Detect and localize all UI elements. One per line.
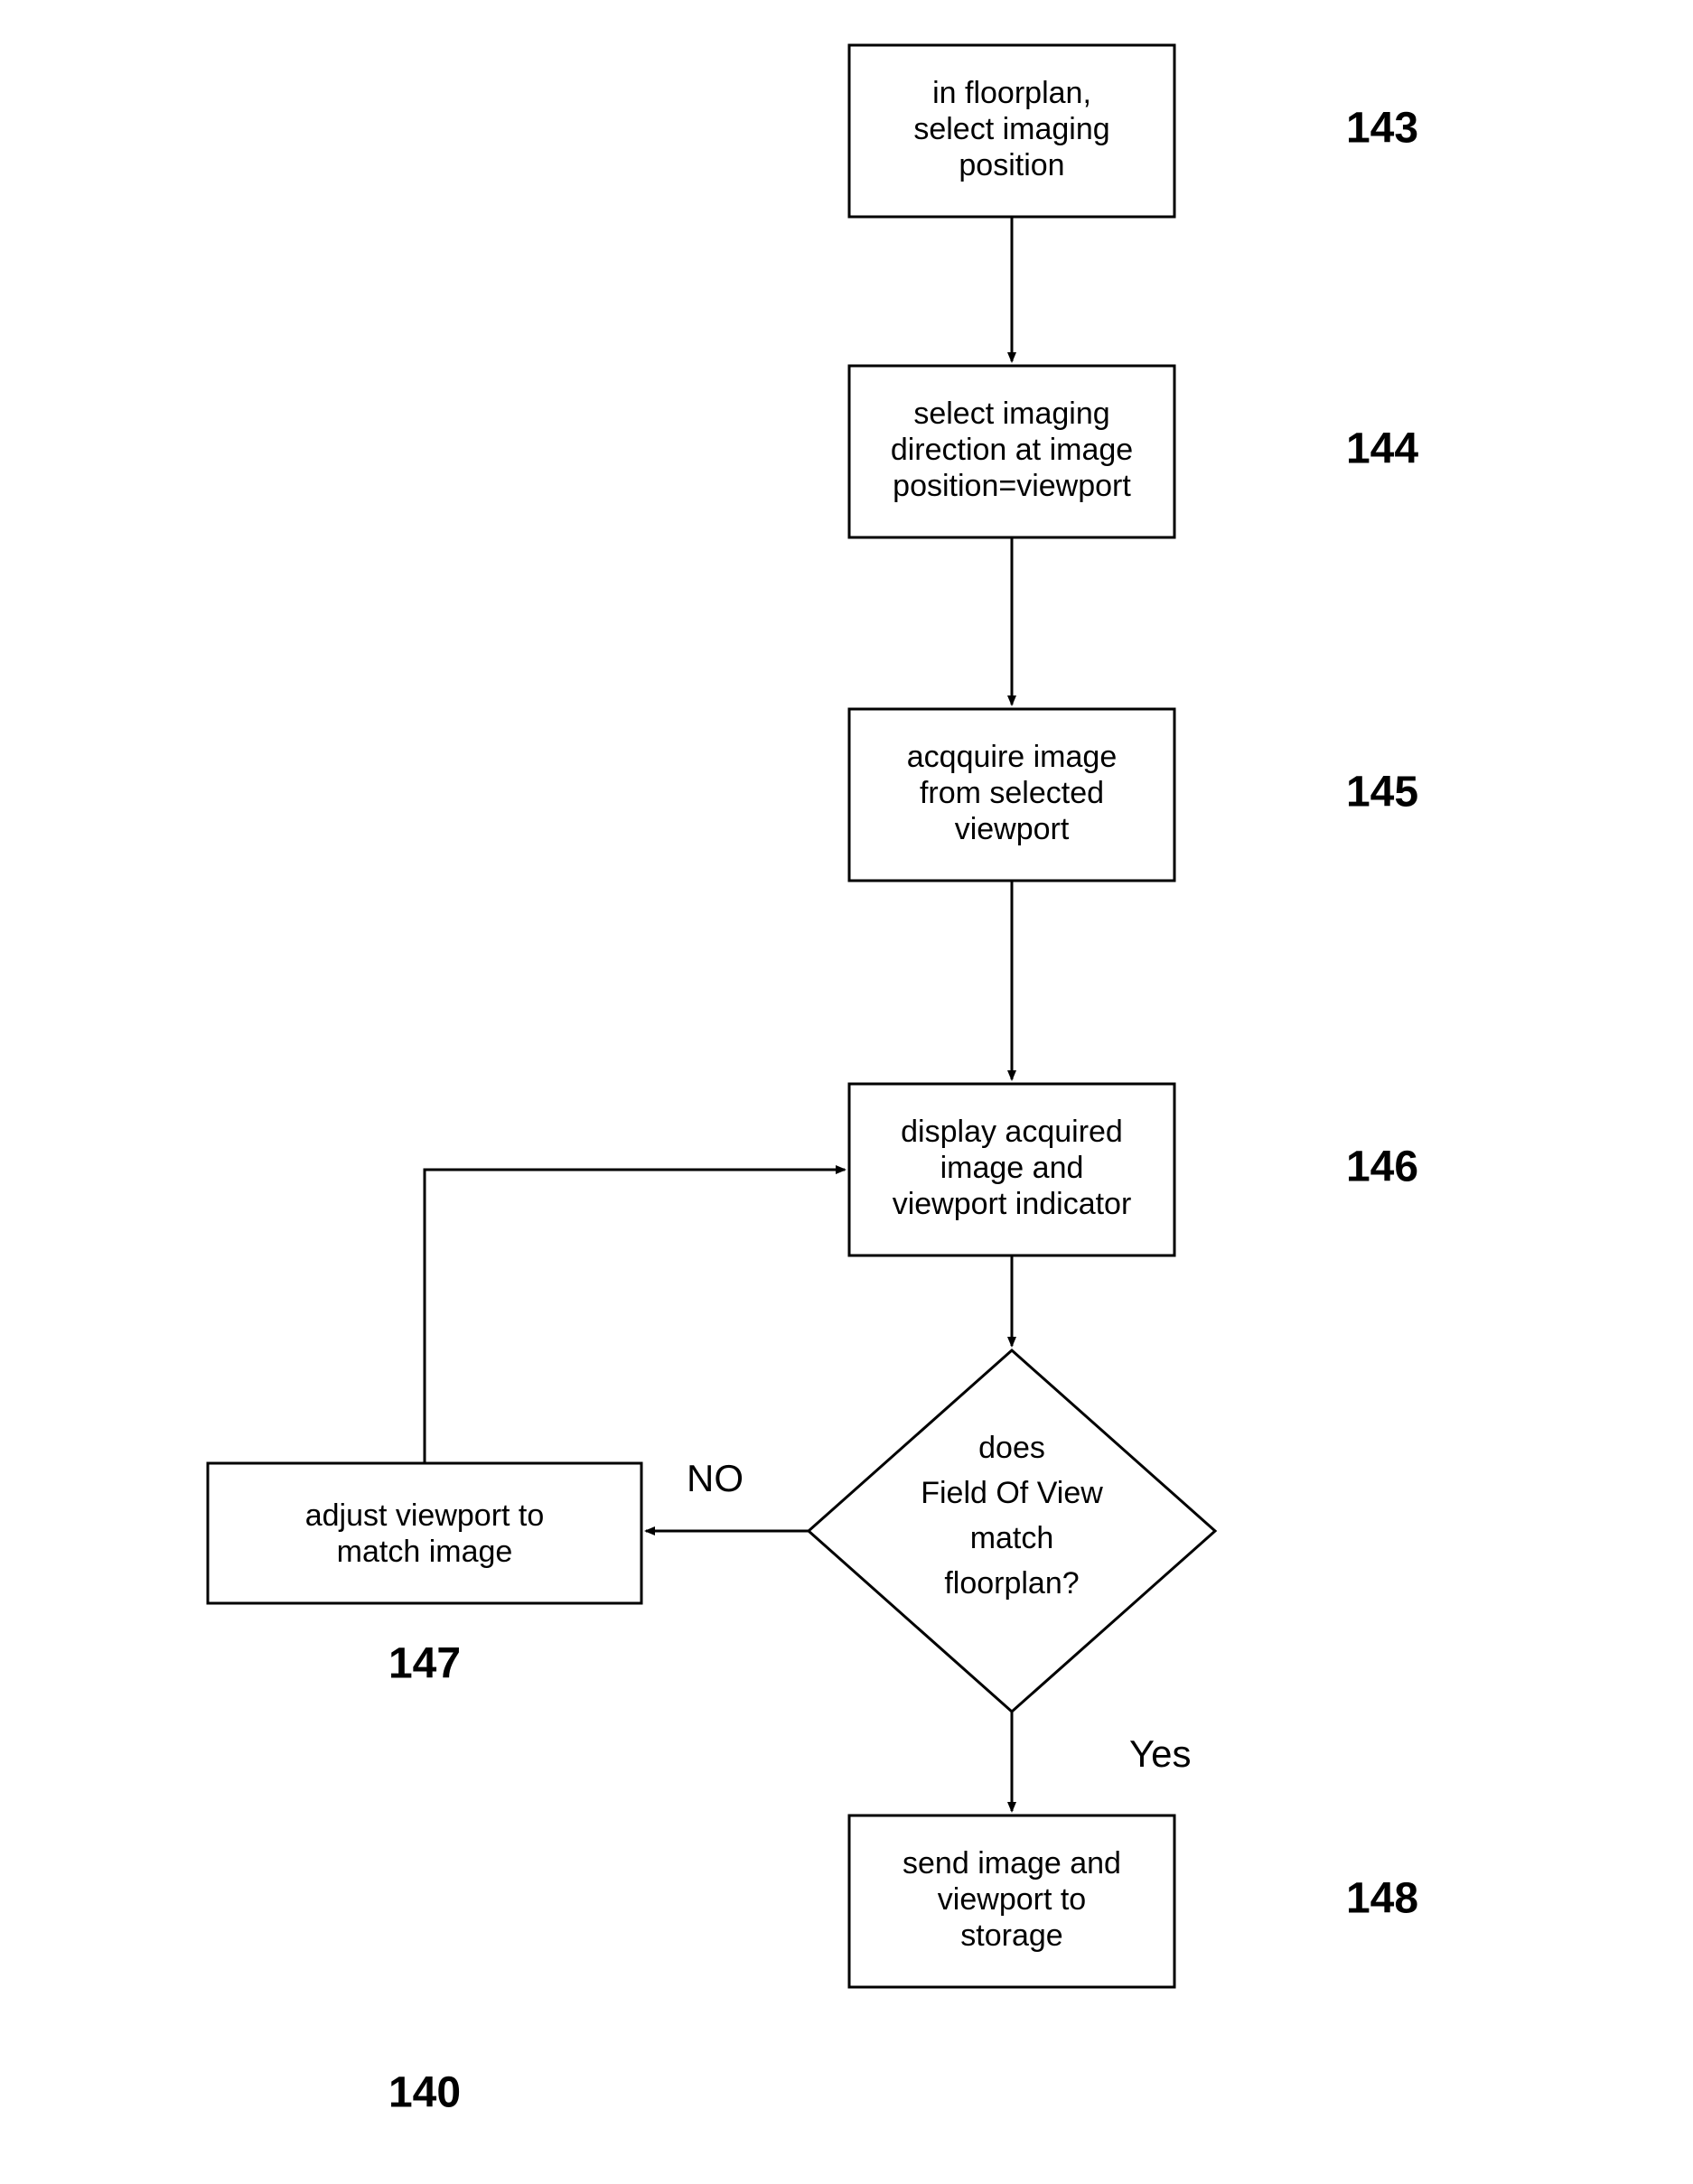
node-143-line1: in floorplan, <box>932 76 1091 110</box>
node-147: adjust viewport to match image <box>208 1463 641 1603</box>
decision-line2: Field Of View <box>921 1476 1103 1510</box>
node-144-line1: select imaging <box>913 397 1109 431</box>
edge-147-146 <box>425 1170 845 1463</box>
decision-line1: does <box>978 1431 1045 1465</box>
node-144: select imaging direction at image positi… <box>849 366 1174 537</box>
node-146-line2: image and <box>940 1151 1084 1185</box>
node-decision: does Field Of View match floorplan? <box>809 1350 1215 1712</box>
node-146: display acquired image and viewport indi… <box>849 1084 1174 1255</box>
label-145: 145 <box>1346 769 1418 817</box>
decision-line4: floorplan? <box>944 1566 1079 1601</box>
node-148-line1: send image and <box>903 1846 1121 1881</box>
node-148-line3: storage <box>960 1918 1062 1953</box>
flowchart: in floorplan, select imaging position 14… <box>0 0 1693 2184</box>
label-144: 144 <box>1346 425 1418 473</box>
label-143: 143 <box>1346 105 1418 153</box>
no-label: NO <box>687 1457 744 1499</box>
node-145: acqquire image from selected viewport <box>849 709 1174 881</box>
decision-line3: match <box>970 1521 1054 1555</box>
node-143-line2: select imaging <box>913 112 1109 146</box>
label-148: 148 <box>1346 1875 1418 1923</box>
node-145-line2: from selected <box>920 776 1104 810</box>
node-147-line1: adjust viewport to <box>305 1498 545 1533</box>
figure-label: 140 <box>388 2069 461 2117</box>
node-145-line3: viewport <box>955 812 1070 846</box>
node-146-line1: display acquired <box>901 1115 1123 1149</box>
node-146-line3: viewport indicator <box>893 1187 1132 1221</box>
node-144-line3: position=viewport <box>893 469 1131 503</box>
node-145-line1: acqquire image <box>907 740 1117 774</box>
label-147: 147 <box>388 1640 461 1688</box>
node-148-line2: viewport to <box>938 1882 1086 1917</box>
node-147-line2: match image <box>337 1535 513 1569</box>
node-148: send image and viewport to storage <box>849 1815 1174 1987</box>
yes-label: Yes <box>1129 1732 1192 1775</box>
label-146: 146 <box>1346 1143 1418 1191</box>
node-143-line3: position <box>959 148 1064 182</box>
node-144-line2: direction at image <box>891 433 1133 467</box>
node-143: in floorplan, select imaging position <box>849 45 1174 217</box>
